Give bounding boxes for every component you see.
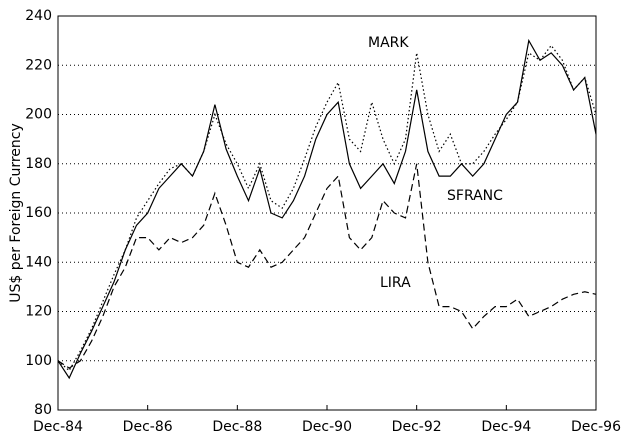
y-tick-label: 180: [25, 156, 52, 172]
x-tick-label: Dec-92: [392, 419, 442, 435]
y-axis-label: US$ per Foreign Currency: [8, 123, 24, 303]
y-tick-label: 220: [25, 57, 52, 73]
x-tick-label: Dec-94: [481, 419, 531, 435]
x-tick-label: Dec-96: [571, 419, 621, 435]
series-line: [57, 44, 597, 372]
x-tick-label: Dec-86: [123, 419, 173, 435]
y-tick-label: 160: [25, 205, 52, 221]
x-tick-label: Dec-84: [33, 419, 83, 435]
annotation: LIRA: [380, 275, 411, 291]
y-tick-label: 80: [34, 402, 52, 418]
series-line: [57, 163, 597, 369]
x-tick-label: Dec-88: [212, 419, 262, 435]
y-tick-label: 120: [25, 304, 52, 320]
y-tick-label: 200: [25, 107, 52, 123]
x-tick-label: Dec-90: [302, 419, 352, 435]
annotation: MARK: [368, 35, 409, 51]
y-tick-label: 240: [25, 8, 52, 24]
annotation: SFRANC: [447, 188, 503, 204]
y-tick-label: 100: [25, 353, 52, 369]
y-tick-label: 140: [25, 254, 52, 270]
series-line: [57, 38, 597, 380]
